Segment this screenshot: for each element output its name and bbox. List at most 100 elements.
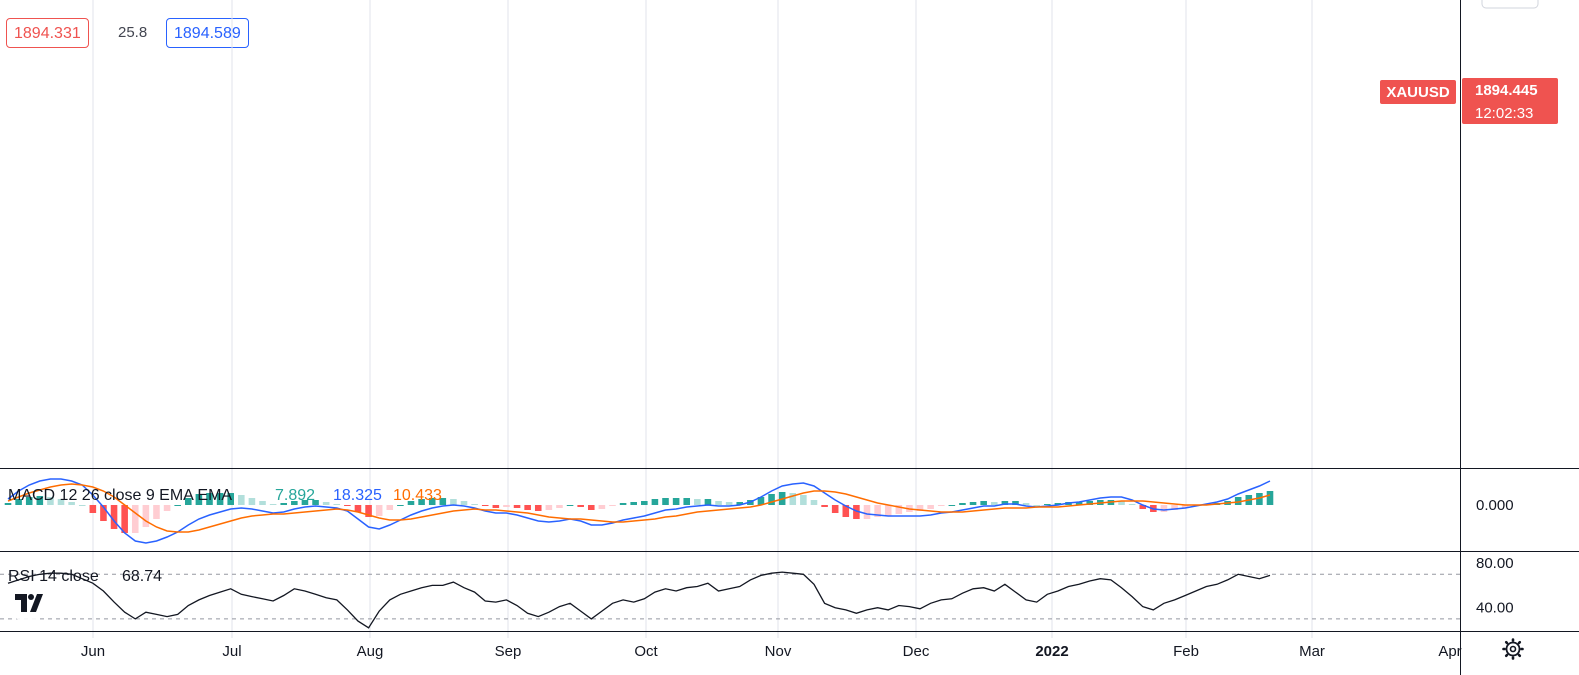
macd-histogram-bar bbox=[407, 501, 415, 505]
macd-histogram-bar bbox=[68, 502, 75, 505]
time-axis-tick: Mar bbox=[1299, 643, 1325, 660]
macd-histogram-bar bbox=[789, 493, 797, 505]
macd-histogram-bar bbox=[990, 502, 998, 505]
macd-histogram-bar bbox=[460, 501, 468, 505]
macd-histogram-bar bbox=[89, 505, 97, 513]
macd-histogram-bar bbox=[248, 498, 256, 505]
macd-histogram-bar bbox=[662, 498, 669, 505]
macd-histogram-bar bbox=[450, 499, 457, 505]
macd-histogram-bar bbox=[375, 505, 383, 516]
macd-pane bbox=[4, 478, 1274, 544]
macd-histogram-bar bbox=[100, 505, 107, 521]
macd-histogram-bar bbox=[545, 505, 553, 510]
time-axis[interactable]: Jun Jul Aug Sep Oct Nov Dec 2022 Feb Mar Apr bbox=[81, 643, 1462, 660]
macd-histogram-bar bbox=[4, 503, 12, 505]
macd-histogram-bar bbox=[566, 505, 574, 506]
spread-value: 25.8 bbox=[118, 24, 148, 41]
macd-histogram-bar bbox=[524, 505, 531, 510]
macd-histogram-bar bbox=[651, 499, 659, 505]
macd-histogram-bar bbox=[481, 505, 489, 506]
time-axis-tick: Jul bbox=[222, 643, 241, 660]
macd-histogram-bar bbox=[1256, 493, 1263, 505]
macd-histogram-bar bbox=[969, 502, 977, 505]
macd-histogram-bar bbox=[853, 505, 860, 519]
macd-histogram-bar bbox=[534, 505, 542, 511]
macd-histogram-bar bbox=[227, 493, 234, 505]
macd-histogram-bar bbox=[312, 500, 319, 505]
macd-histogram-bar bbox=[206, 493, 213, 505]
last-price: 1894.445 bbox=[1475, 82, 1538, 99]
bid-price-badge[interactable]: 1894.331 bbox=[6, 18, 89, 48]
macd-histogram-bar bbox=[333, 504, 341, 505]
macd-histogram-bar bbox=[47, 497, 54, 505]
macd-legend-value: 7.892 bbox=[275, 487, 315, 504]
macd-histogram-bar bbox=[439, 498, 447, 505]
macd-hist-value: 10.433 bbox=[393, 487, 442, 504]
macd-histogram-bar bbox=[704, 499, 712, 505]
time-axis-tick: Jun bbox=[81, 643, 105, 660]
time-axis-tick: Apr bbox=[1438, 643, 1461, 660]
ask-price-badge[interactable]: 1894.589 bbox=[166, 18, 249, 48]
macd-histogram-bar bbox=[810, 500, 818, 505]
macd-histogram-bar bbox=[821, 505, 828, 507]
macd-histogram-bar bbox=[471, 504, 478, 505]
macd-histogram-bar bbox=[386, 505, 394, 510]
macd-histogram-bar bbox=[619, 503, 627, 505]
macd-histogram-bar bbox=[577, 505, 584, 507]
price-axis[interactable]: 0.00080.0040.001680.0001720.0001800.0001… bbox=[1476, 0, 1539, 617]
macd-histogram-bar bbox=[1160, 505, 1168, 512]
macd-histogram-bar bbox=[641, 501, 648, 505]
macd-signal-value: 18.325 bbox=[333, 487, 382, 504]
macd-histogram-bar bbox=[1044, 504, 1051, 505]
macd-histogram-bar bbox=[1266, 491, 1274, 505]
macd-histogram-bar bbox=[672, 498, 680, 505]
time-axis-tick: Aug bbox=[357, 643, 384, 660]
macd-histogram-bar bbox=[163, 505, 171, 511]
macd-axis-tick: 0.000 bbox=[1476, 497, 1514, 514]
macd-histogram-bar bbox=[153, 505, 160, 519]
macd-histogram-bar bbox=[131, 505, 139, 533]
macd-histogram-bar bbox=[365, 505, 372, 517]
macd-histogram-bar bbox=[291, 501, 298, 505]
macd-histogram-bar bbox=[1181, 505, 1189, 508]
macd-histogram-bar bbox=[269, 504, 277, 505]
time-axis-tick: Nov bbox=[765, 643, 792, 660]
macd-histogram-bar bbox=[980, 501, 987, 505]
macd-histogram-bar bbox=[57, 499, 65, 505]
macd-histogram-bar bbox=[948, 505, 956, 506]
macd-line bbox=[7, 478, 1271, 544]
rsi-legend-value: 68.74 bbox=[122, 568, 162, 585]
macd-histogram-bar bbox=[1012, 501, 1019, 505]
macd-histogram-bar bbox=[598, 505, 606, 509]
macd-histogram-bar bbox=[1033, 505, 1040, 506]
macd-histogram-bar bbox=[1075, 502, 1083, 505]
macd-histogram-bar bbox=[238, 495, 245, 505]
macd-histogram-bar bbox=[36, 496, 44, 505]
gear-icon[interactable] bbox=[1502, 638, 1524, 660]
macd-histogram-bar bbox=[874, 505, 881, 517]
macd-histogram-bar bbox=[25, 497, 33, 505]
macd-histogram-bar bbox=[301, 500, 309, 505]
macd-histogram-bar bbox=[174, 505, 181, 506]
macd-histogram-bar bbox=[863, 505, 871, 519]
last-price-tag bbox=[1462, 78, 1558, 124]
macd-histogram-bar bbox=[1086, 501, 1094, 505]
macd-histogram-bar bbox=[927, 505, 934, 509]
macd-histogram-bar bbox=[354, 505, 362, 512]
macd-histogram-bar bbox=[15, 499, 22, 505]
macd-histogram-bar bbox=[609, 505, 616, 506]
rsi-axis-tick: 40.00 bbox=[1476, 600, 1514, 617]
time-axis-tick: Dec bbox=[903, 643, 930, 660]
macd-histogram-bar bbox=[757, 497, 765, 505]
macd-histogram-bar bbox=[736, 502, 744, 505]
macd-histogram-bar bbox=[768, 494, 775, 505]
tradingview-logo-icon[interactable] bbox=[8, 584, 46, 622]
macd-histogram-bar bbox=[259, 501, 266, 505]
macd-histogram-bar bbox=[121, 505, 128, 533]
symbol-name: XAUUSD bbox=[1386, 84, 1450, 101]
symbol-tag bbox=[1380, 80, 1456, 104]
macd-histogram-bar bbox=[895, 505, 903, 514]
macd-histogram-bar bbox=[1139, 505, 1147, 509]
macd-signal-line bbox=[7, 483, 1271, 533]
